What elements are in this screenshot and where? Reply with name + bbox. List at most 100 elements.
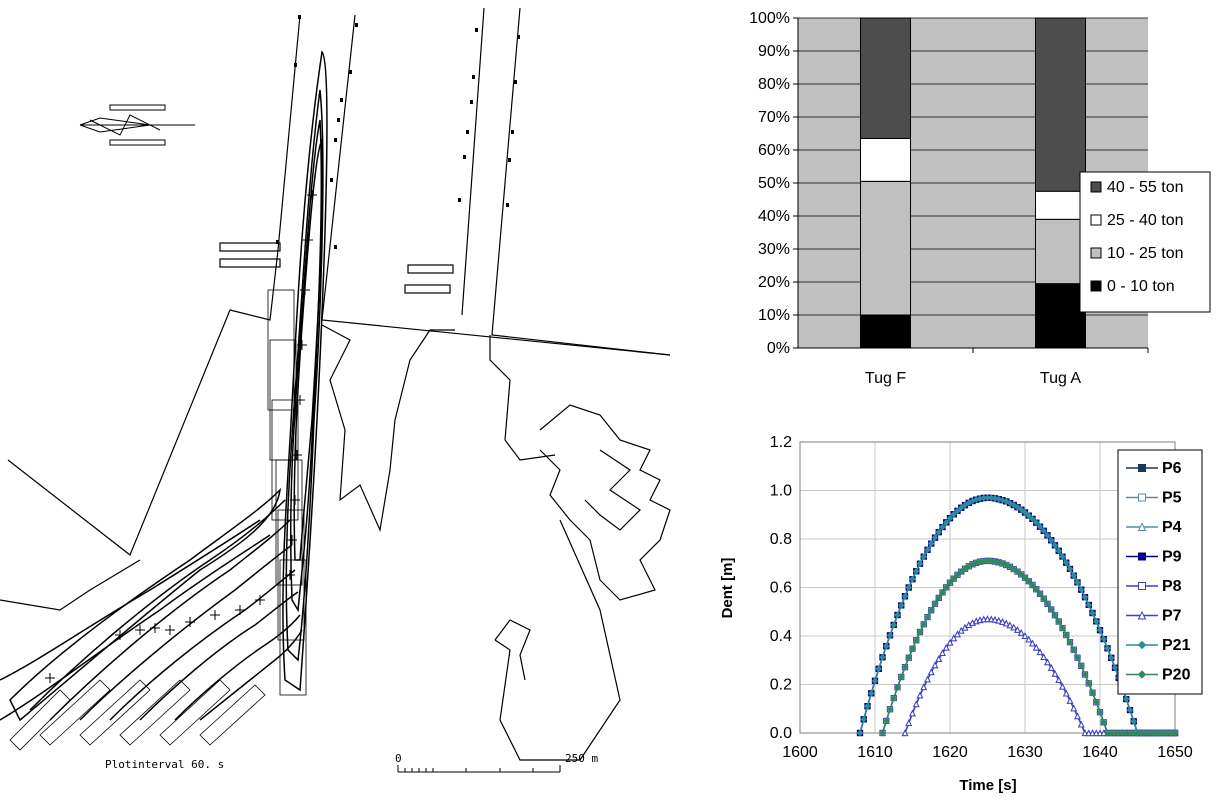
line-point xyxy=(909,645,916,652)
line-point xyxy=(1044,532,1051,539)
line-point xyxy=(1036,523,1044,530)
line-point xyxy=(954,630,961,638)
line-point xyxy=(901,663,909,671)
line-point xyxy=(935,528,943,536)
line-point xyxy=(1062,559,1070,566)
line-point xyxy=(916,691,924,699)
line-legend-marker xyxy=(1138,552,1146,561)
jetty-structures xyxy=(219,242,454,294)
bar-y-tick-label: 40% xyxy=(758,208,790,225)
line-point xyxy=(961,565,969,573)
line-point xyxy=(1100,635,1108,643)
line-point xyxy=(1047,664,1055,671)
line-point xyxy=(867,690,875,697)
line-point xyxy=(1126,706,1134,714)
line-legend-marker xyxy=(1137,640,1147,650)
line-x-tick-label: 1640 xyxy=(1082,744,1118,761)
line-point xyxy=(950,634,958,642)
bar-y-tick-label: 50% xyxy=(758,175,790,192)
line-legend-label: P5 xyxy=(1162,490,1182,507)
bar-legend-label: 40 - 55 ton xyxy=(1107,179,1184,196)
ship-box-outlines xyxy=(9,289,307,751)
line-point xyxy=(1085,680,1093,687)
dent-line-chart: 0.00.20.40.60.81.01.2 1600 1610 1620 1630 16… xyxy=(719,434,1203,794)
line-point xyxy=(1130,718,1138,725)
line-point xyxy=(871,677,879,685)
line-point xyxy=(912,636,920,644)
bar-x-tick-label: Tug A xyxy=(1040,370,1082,387)
line-point xyxy=(946,638,954,646)
line-point xyxy=(954,507,961,515)
bar-legend: 40 - 55 ton 25 - 40 ton 10 - 25 ton 0 - 10 … xyxy=(1079,171,1211,313)
line-point xyxy=(912,700,920,708)
line-point xyxy=(894,684,901,691)
line-point xyxy=(856,729,864,737)
line-y-tick-label: 0.6 xyxy=(770,580,792,597)
line-point xyxy=(924,675,931,683)
line-x-tick-labels: 1600 1610 1620 1630 1640 1650 xyxy=(782,744,1193,761)
line-point xyxy=(1111,664,1119,672)
line-point xyxy=(1066,638,1074,646)
line-point xyxy=(901,592,909,600)
line-y-axis-title: Dent [m] xyxy=(719,558,736,619)
bar-segment xyxy=(860,17,911,139)
line-point xyxy=(1059,553,1066,560)
bar-y-tick-labels: 0% 10% 20% 30% 40% 50% 60% 70% 80% 90% 100% xyxy=(749,10,790,357)
bar-x-tick-label: Tug F xyxy=(865,370,906,387)
bar-legend-swatch xyxy=(1090,247,1102,259)
line-point xyxy=(931,600,939,608)
line-legend-marker xyxy=(1137,522,1147,531)
line-point xyxy=(1032,519,1040,526)
track-position-markers xyxy=(45,190,317,683)
line-point xyxy=(1040,595,1048,602)
line-point xyxy=(999,618,1006,625)
line-point xyxy=(1077,586,1085,593)
line-legend: P6 P5 P4 P9 P8 P7 P21 P20 xyxy=(1117,449,1203,695)
line-point xyxy=(882,717,890,725)
line-point xyxy=(1047,536,1055,544)
line-point xyxy=(1107,654,1115,662)
line-point xyxy=(1044,600,1051,608)
line-x-tick-label: 1620 xyxy=(932,744,968,761)
line-point xyxy=(935,655,943,662)
line-x-tick-label: 1650 xyxy=(1157,744,1193,761)
line-point xyxy=(1047,606,1055,613)
line-point xyxy=(1029,581,1036,589)
bar-y-tick-label: 100% xyxy=(749,10,790,27)
line-point xyxy=(1017,571,1025,578)
line-point xyxy=(1010,565,1018,573)
bar-segment xyxy=(860,314,911,349)
line-point xyxy=(1100,719,1108,726)
line-point xyxy=(890,694,898,702)
line-point xyxy=(1014,503,1021,511)
line-point xyxy=(879,653,886,661)
line-point xyxy=(1032,585,1040,593)
line-y-tick-label: 0.0 xyxy=(770,725,792,742)
line-point xyxy=(1014,626,1021,633)
line-legend-label: P8 xyxy=(1162,578,1182,595)
line-point xyxy=(1171,729,1179,737)
line-point xyxy=(991,558,999,565)
line-point xyxy=(912,567,920,575)
line-point xyxy=(1002,619,1010,627)
scale-end-label: 250 m xyxy=(565,752,598,765)
line-point xyxy=(1010,501,1018,509)
line-point xyxy=(1059,682,1066,690)
line-point xyxy=(1081,671,1089,678)
line-x-tick-label: 1600 xyxy=(782,744,818,761)
line-point xyxy=(1017,628,1025,636)
line-point xyxy=(957,568,965,575)
line-point xyxy=(995,616,1003,624)
bar-y-tick-label: 90% xyxy=(758,43,790,60)
line-point xyxy=(882,642,890,650)
line-point xyxy=(1036,590,1044,598)
line-point xyxy=(991,495,999,502)
line-point xyxy=(1089,689,1096,696)
scale-start-label: 0 xyxy=(395,752,402,765)
line-point xyxy=(1059,624,1066,632)
bar-legend-label: 10 - 25 ton xyxy=(1107,245,1184,262)
line-point xyxy=(1029,639,1036,647)
line-point xyxy=(1070,704,1078,712)
line-point xyxy=(950,510,958,518)
line-point xyxy=(1104,645,1111,652)
